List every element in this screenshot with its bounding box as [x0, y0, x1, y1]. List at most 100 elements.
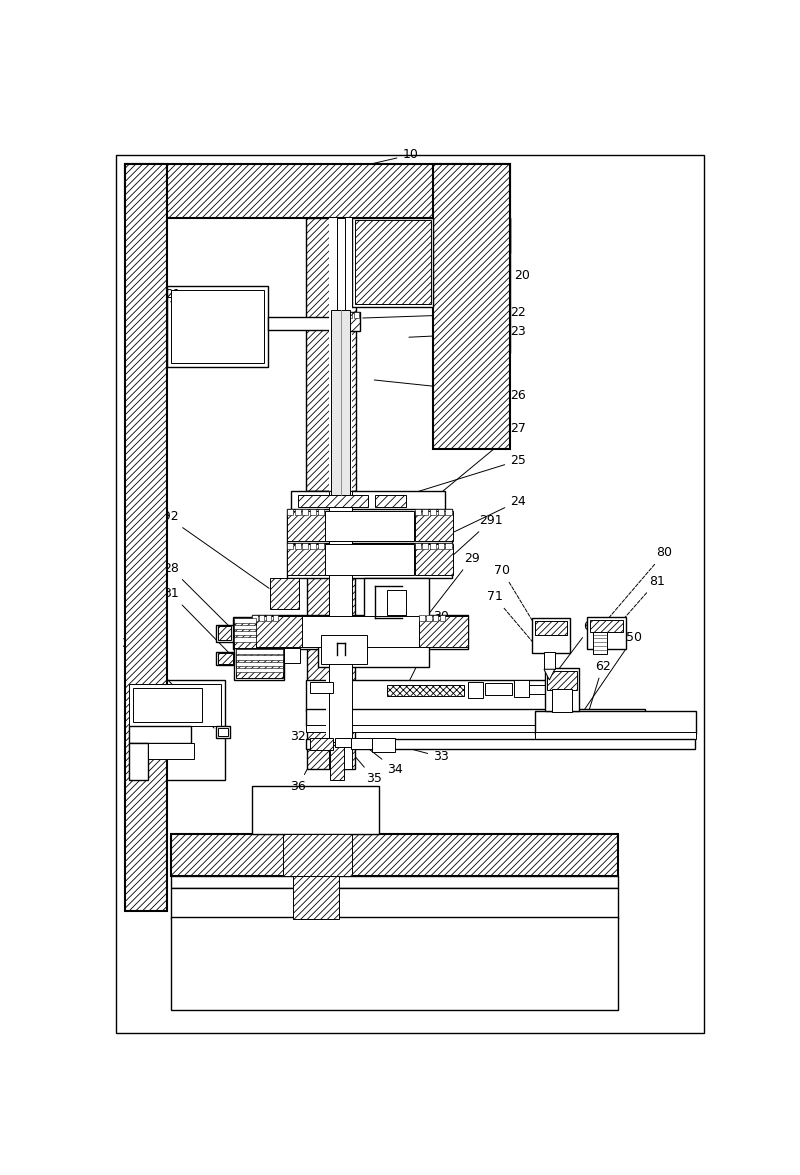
Text: 24: 24	[413, 495, 526, 552]
Bar	[252, 615, 258, 620]
Bar	[283, 834, 352, 877]
Bar	[306, 219, 356, 491]
Bar	[171, 918, 618, 1009]
Bar	[318, 632, 430, 667]
Bar	[426, 615, 431, 620]
Bar	[364, 578, 430, 629]
Bar	[252, 616, 302, 647]
Text: 62: 62	[580, 659, 610, 739]
Bar	[414, 543, 421, 549]
Bar	[252, 786, 379, 834]
Text: 80: 80	[608, 546, 672, 618]
Bar	[287, 543, 293, 549]
Bar	[530, 685, 568, 694]
Bar	[252, 615, 468, 650]
Bar	[329, 219, 352, 491]
Bar	[326, 544, 414, 576]
Bar	[133, 687, 202, 723]
Bar	[171, 834, 618, 877]
Bar	[294, 543, 301, 549]
Bar	[125, 165, 167, 911]
Bar	[125, 680, 226, 780]
Text: 70: 70	[494, 564, 534, 623]
Bar	[329, 491, 352, 768]
Text: 34: 34	[364, 745, 402, 776]
Bar	[419, 616, 468, 647]
Bar	[433, 165, 510, 449]
Bar	[387, 590, 406, 615]
Bar	[545, 669, 579, 711]
Bar	[294, 509, 301, 515]
Bar	[125, 165, 510, 219]
Bar	[287, 509, 452, 544]
Bar	[148, 743, 194, 759]
Text: 29: 29	[421, 552, 480, 624]
Bar	[236, 667, 283, 672]
Bar	[326, 676, 344, 741]
Bar	[322, 676, 349, 741]
Bar	[287, 544, 326, 576]
Bar	[216, 651, 234, 665]
Text: 20: 20	[436, 257, 530, 282]
Bar	[234, 637, 256, 642]
Bar	[486, 683, 513, 696]
Text: 60: 60	[546, 619, 599, 685]
Bar	[234, 625, 256, 629]
Bar	[534, 622, 567, 636]
Bar	[266, 615, 271, 620]
Bar	[298, 495, 368, 506]
Bar	[468, 682, 483, 698]
Text: 33: 33	[386, 743, 449, 764]
Bar	[306, 725, 645, 732]
Text: 50: 50	[581, 631, 642, 714]
Bar	[310, 738, 333, 750]
Bar	[270, 578, 299, 609]
Bar	[340, 311, 346, 318]
Bar	[285, 647, 300, 663]
Bar	[307, 491, 355, 768]
Bar	[590, 620, 622, 632]
Bar	[514, 680, 530, 697]
Bar	[302, 509, 308, 515]
Bar	[534, 622, 567, 636]
Text: 26: 26	[374, 380, 526, 402]
Bar	[302, 616, 419, 647]
Bar	[333, 311, 360, 331]
Bar	[422, 509, 429, 515]
Bar	[233, 617, 258, 650]
Bar	[337, 219, 345, 506]
Bar	[438, 509, 444, 515]
Bar	[236, 650, 283, 678]
Bar	[310, 543, 316, 549]
Bar	[236, 656, 283, 660]
Bar	[387, 685, 464, 696]
Bar	[534, 711, 697, 734]
Bar	[326, 544, 414, 576]
Bar	[326, 511, 414, 542]
Text: 23: 23	[409, 325, 526, 338]
Bar	[287, 509, 293, 515]
Bar	[236, 662, 283, 666]
Text: 31: 31	[163, 588, 233, 657]
Text: 25: 25	[409, 454, 526, 495]
Bar	[329, 491, 352, 768]
Bar	[352, 219, 433, 307]
Bar	[218, 626, 231, 640]
Bar	[331, 310, 350, 495]
Bar	[326, 511, 414, 542]
Bar	[333, 311, 338, 318]
Bar	[293, 877, 339, 919]
Bar	[446, 509, 451, 515]
Text: 21: 21	[150, 293, 242, 317]
Bar	[552, 690, 572, 712]
Bar	[335, 738, 350, 747]
Bar	[350, 738, 372, 748]
Text: 71: 71	[486, 590, 542, 653]
Bar	[216, 625, 233, 642]
Text: 35: 35	[345, 745, 382, 785]
Bar	[440, 615, 446, 620]
Bar	[129, 726, 190, 743]
Text: 27: 27	[412, 423, 526, 517]
Bar	[347, 311, 352, 318]
Bar	[430, 509, 436, 515]
